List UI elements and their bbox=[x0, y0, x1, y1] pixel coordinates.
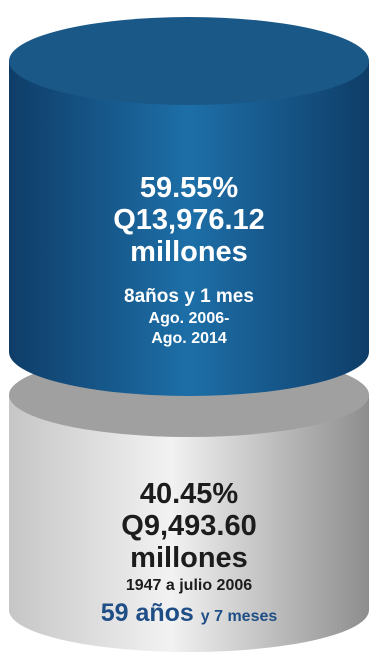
top-segment-amount: Q13,976.12 bbox=[113, 204, 265, 236]
bottom-segment-months: y 7 meses bbox=[200, 608, 278, 625]
bottom-segment-unit: millones bbox=[130, 542, 248, 574]
top-cylinder-body bbox=[9, 61, 369, 396]
top-segment-period-end: Ago. 2014 bbox=[151, 330, 227, 347]
top-cylinder-cap bbox=[9, 17, 369, 105]
bottom-segment-percent: 40.45% bbox=[139, 478, 239, 510]
top-segment-percent: 59.55% bbox=[139, 172, 239, 204]
bottom-segment-period: 1947 a julio 2006 bbox=[125, 577, 253, 594]
bottom-segment-duration: 59 años y 7 meses bbox=[0, 599, 378, 631]
bottom-segment-years: 59 años bbox=[100, 599, 194, 627]
bottom-cylinder-body bbox=[9, 395, 369, 652]
top-segment-period-start: Ago. 2006- bbox=[148, 310, 230, 327]
top-segment-duration: 8años y 1 mes bbox=[124, 286, 254, 307]
top-segment-unit: millones bbox=[130, 236, 248, 268]
bottom-segment-amount: Q9,493.60 bbox=[121, 510, 257, 542]
